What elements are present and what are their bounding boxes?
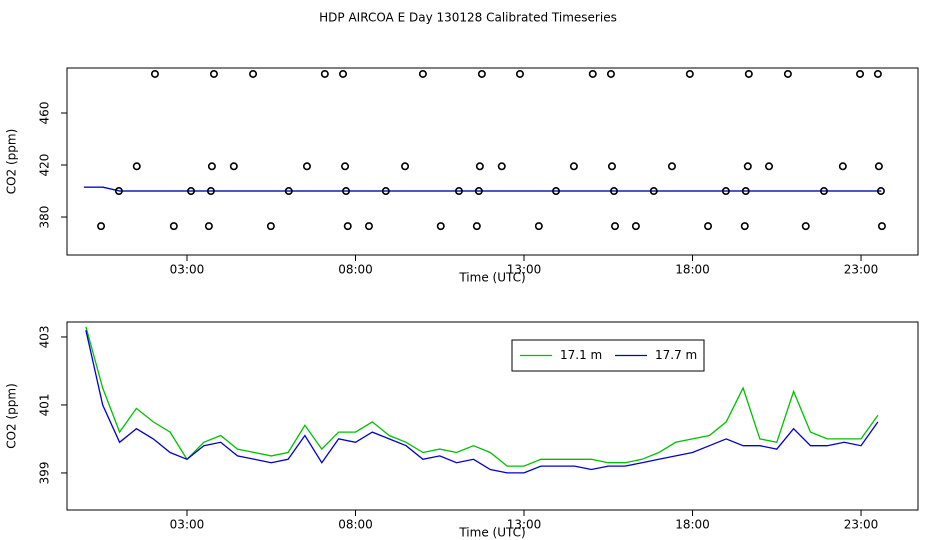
calibration-point	[342, 187, 351, 196]
calibration-point	[169, 222, 178, 231]
calibration-point	[436, 222, 445, 231]
calibration-point	[341, 162, 350, 171]
calibration-point	[284, 187, 293, 196]
calibration-point	[685, 69, 694, 78]
x-tick-label: 13:00	[507, 263, 542, 277]
calibration-point	[204, 222, 213, 231]
y-tick-label: 403	[38, 326, 52, 349]
calibration-point	[132, 162, 141, 171]
calibration-point	[472, 222, 481, 231]
legend-label: 17.7 m	[655, 348, 697, 362]
calibration-point	[609, 187, 618, 196]
calibration-point	[874, 162, 883, 171]
calibration-point	[873, 69, 882, 78]
calibration-point	[187, 187, 196, 196]
calibration-point	[765, 162, 774, 171]
calibration-point	[343, 222, 352, 231]
x-tick-label: 08:00	[338, 263, 373, 277]
calibration-point	[497, 162, 506, 171]
calibration-point	[249, 69, 258, 78]
calibration-point	[206, 187, 215, 196]
calibration-point	[477, 69, 486, 78]
calibration-point	[229, 162, 238, 171]
y-tick-label: 401	[38, 393, 52, 416]
calibration-point	[876, 187, 885, 196]
calibration-point	[97, 222, 106, 231]
calibration-point	[364, 222, 373, 231]
y-tick-label: 460	[38, 102, 52, 125]
x-tick-label: 03:00	[170, 518, 205, 532]
calibration-point	[569, 162, 578, 171]
calibration-point	[856, 69, 865, 78]
calibration-point	[607, 162, 616, 171]
calibration-point	[381, 187, 390, 196]
calibration-point	[302, 162, 311, 171]
calibration-point	[631, 222, 640, 231]
calibration-point	[877, 222, 886, 231]
y-tick-label: 399	[38, 461, 52, 484]
x-tick-label: 08:00	[338, 518, 373, 532]
calibration-point	[741, 187, 750, 196]
x-tick-label: 23:00	[844, 518, 879, 532]
calibration-point	[704, 222, 713, 231]
chart-title: HDP AIRCOA E Day 130128 Calibrated Times…	[319, 11, 617, 25]
calibration-point	[266, 222, 275, 231]
x-tick-label: 23:00	[844, 263, 879, 277]
calibration-point	[474, 187, 483, 196]
data-line	[83, 186, 882, 192]
x-axis-label: Time (UTC)	[458, 271, 525, 285]
data-line	[85, 330, 879, 474]
calibration-point	[534, 222, 543, 231]
calibration-point	[320, 69, 329, 78]
calibration-point	[552, 187, 561, 196]
x-tick-label: 18:00	[675, 518, 710, 532]
x-tick-label: 03:00	[170, 263, 205, 277]
y-tick-label: 420	[38, 154, 52, 177]
calibration-point	[114, 187, 123, 196]
calibration-point	[475, 162, 484, 171]
x-tick-label: 18:00	[675, 263, 710, 277]
legend-label: 17.1 m	[560, 348, 602, 362]
x-tick-label: 13:00	[507, 518, 542, 532]
plot-frame	[66, 321, 919, 511]
data-line	[85, 326, 879, 467]
calibration-point	[150, 69, 159, 78]
calibration-point	[649, 187, 658, 196]
calibration-point	[454, 187, 463, 196]
calibration-point	[207, 162, 216, 171]
y-tick-label: 380	[38, 206, 52, 229]
y-axis-label: CO2 (ppm)	[5, 129, 19, 195]
calibration-point	[838, 162, 847, 171]
calibration-point	[667, 162, 676, 171]
x-axis-label: Time (UTC)	[458, 526, 525, 540]
y-axis-label: CO2 (ppm)	[5, 383, 19, 449]
calibration-point	[819, 187, 828, 196]
plot-frame	[66, 67, 919, 256]
calibration-point	[339, 69, 348, 78]
calibration-point	[209, 69, 218, 78]
calibration-point	[401, 162, 410, 171]
calibration-point	[721, 187, 730, 196]
calibration-point	[611, 222, 620, 231]
calibration-point	[744, 69, 753, 78]
calibration-point	[743, 162, 752, 171]
calibration-point	[515, 69, 524, 78]
calibration-point	[418, 69, 427, 78]
calibration-point	[740, 222, 749, 231]
calibration-point	[606, 69, 615, 78]
calibration-point	[588, 69, 597, 78]
calibration-point	[783, 69, 792, 78]
calibration-point	[801, 222, 810, 231]
